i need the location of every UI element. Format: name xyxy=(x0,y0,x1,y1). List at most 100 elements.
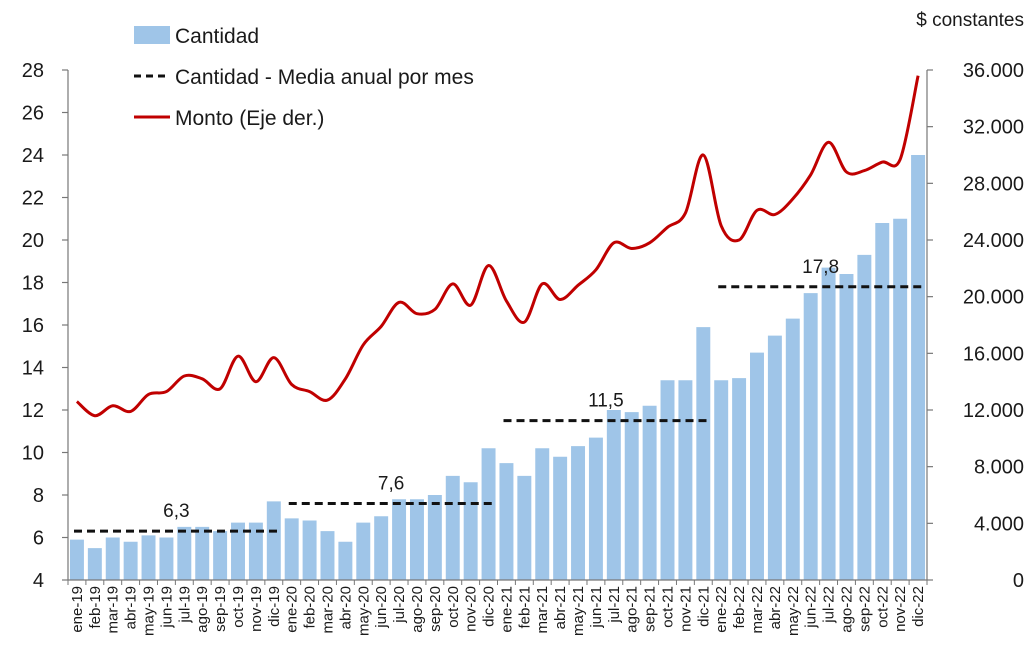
mean-label-2019: 6,3 xyxy=(163,501,189,522)
bar-may-22 xyxy=(785,318,800,580)
right-tick-label: 4.000 xyxy=(974,513,1024,535)
bar-abr-21 xyxy=(553,456,568,580)
x-tick-label: sep-20 xyxy=(427,586,444,632)
bar-jun-19 xyxy=(159,537,174,580)
x-tick-label: may-22 xyxy=(785,586,802,636)
bar-may-20 xyxy=(356,522,371,580)
bar-oct-21 xyxy=(660,380,675,580)
x-tick-label: abr-22 xyxy=(767,586,784,629)
left-tick-label: 6 xyxy=(33,528,44,550)
legend-bar-swatch xyxy=(134,26,170,44)
x-tick-label: abr-20 xyxy=(337,586,354,629)
left-tick-label: 4 xyxy=(33,570,44,592)
x-tick-label: ene-21 xyxy=(498,586,515,633)
bar-ene-22 xyxy=(714,380,729,580)
x-tick-label: oct-20 xyxy=(445,586,462,628)
left-tick-label: 14 xyxy=(22,358,44,380)
x-tick-label: jul-21 xyxy=(606,586,623,624)
x-tick-label: feb-20 xyxy=(302,586,319,629)
bar-abr-19 xyxy=(123,541,138,580)
x-tick-label: dic-20 xyxy=(481,586,498,627)
x-tick-label: jul-19 xyxy=(176,586,193,624)
mean-label-2020: 7,6 xyxy=(378,474,404,495)
bar-mar-20 xyxy=(320,531,335,580)
bar-mar-21 xyxy=(535,448,550,580)
right-tick-label: 24.000 xyxy=(963,230,1024,252)
legend: Cantidad Cantidad - Media anual por mes … xyxy=(134,25,474,130)
bar-jun-21 xyxy=(588,437,603,580)
x-tick-label: sep-19 xyxy=(212,586,229,632)
x-tick-label: dic-19 xyxy=(266,586,283,627)
bar-may-21 xyxy=(571,446,586,580)
left-tick-label: 28 xyxy=(22,60,44,82)
x-tick-label: feb-22 xyxy=(731,586,748,629)
x-tick-label: ago-19 xyxy=(194,586,211,633)
legend-line-label: Monto (Eje der.) xyxy=(175,107,324,130)
bar-dic-22 xyxy=(911,155,926,580)
bar-ago-20 xyxy=(409,499,424,580)
x-tick-label: jun-22 xyxy=(803,586,820,629)
bar-dic-21 xyxy=(696,327,711,580)
x-tick-label: ago-21 xyxy=(624,586,641,633)
bar-jul-22 xyxy=(821,267,836,580)
bar-dic-20 xyxy=(481,448,496,580)
legend-bars-label: Cantidad xyxy=(175,25,259,48)
x-tick-label: dic-21 xyxy=(695,586,712,627)
x-tick-label: jun-21 xyxy=(588,586,605,629)
x-tick-label: sep-22 xyxy=(856,586,873,632)
bar-jul-20 xyxy=(392,499,407,580)
x-tick-label: jul-22 xyxy=(821,586,838,624)
bar-nov-19 xyxy=(248,522,263,580)
bar-mar-19 xyxy=(105,537,120,580)
bar-jul-19 xyxy=(177,526,192,580)
bar-ago-19 xyxy=(195,526,210,580)
left-tick-label: 24 xyxy=(22,145,44,167)
x-tick-label: ene-20 xyxy=(284,586,301,633)
right-tick-label: 8.000 xyxy=(974,457,1024,479)
x-tick-label: mar-19 xyxy=(105,586,122,634)
bar-sep-22 xyxy=(857,254,872,580)
x-tick-label: dic-22 xyxy=(910,586,927,627)
bar-oct-20 xyxy=(445,475,460,580)
bar-mar-22 xyxy=(750,352,764,580)
x-tick-label: oct-22 xyxy=(874,586,891,628)
bar-ene-20 xyxy=(284,518,299,580)
x-tick-label: may-21 xyxy=(570,586,587,636)
mean-label-2021: 11,5 xyxy=(588,391,624,412)
bar-jun-20 xyxy=(374,516,389,580)
bar-feb-19 xyxy=(87,548,102,580)
bar-feb-21 xyxy=(517,475,532,580)
bar-feb-22 xyxy=(732,378,747,580)
left-tick-label: 18 xyxy=(22,273,44,295)
bar-sep-21 xyxy=(642,405,657,580)
bar-abr-20 xyxy=(338,541,353,580)
right-tick-label: 16.000 xyxy=(963,343,1024,365)
right-tick-label: 12.000 xyxy=(963,400,1024,422)
left-tick-label: 12 xyxy=(22,400,44,422)
bar-dic-19 xyxy=(266,501,281,580)
bar-ene-21 xyxy=(499,463,514,580)
bar-sep-19 xyxy=(213,531,228,580)
x-tick-label: ene-19 xyxy=(69,586,86,633)
bar-feb-20 xyxy=(302,520,317,580)
x-tick-label: nov-20 xyxy=(463,586,480,632)
x-tick-label: oct-21 xyxy=(660,586,677,628)
x-tick-label: ene-22 xyxy=(713,586,730,633)
x-tick-label: may-19 xyxy=(141,586,158,636)
mean-label-2022: 17,8 xyxy=(802,257,839,278)
x-tick-label: feb-21 xyxy=(516,586,533,629)
right-tick-label: 20.000 xyxy=(963,287,1024,309)
x-tick-label: jul-20 xyxy=(391,586,408,624)
x-tick-label: abr-21 xyxy=(552,586,569,629)
x-tick-label: mar-20 xyxy=(320,586,337,634)
left-tick-label: 16 xyxy=(22,315,44,337)
bar-nov-20 xyxy=(463,482,478,580)
left-tick-label: 8 xyxy=(33,485,44,507)
bar-ene-19 xyxy=(69,539,84,580)
x-tick-label: jun-19 xyxy=(158,586,175,629)
legend-dashed-label: Cantidad - Media anual por mes xyxy=(175,66,474,89)
x-tick-label: oct-19 xyxy=(230,586,247,628)
bar-ago-22 xyxy=(839,274,854,580)
bar-abr-22 xyxy=(767,335,782,580)
